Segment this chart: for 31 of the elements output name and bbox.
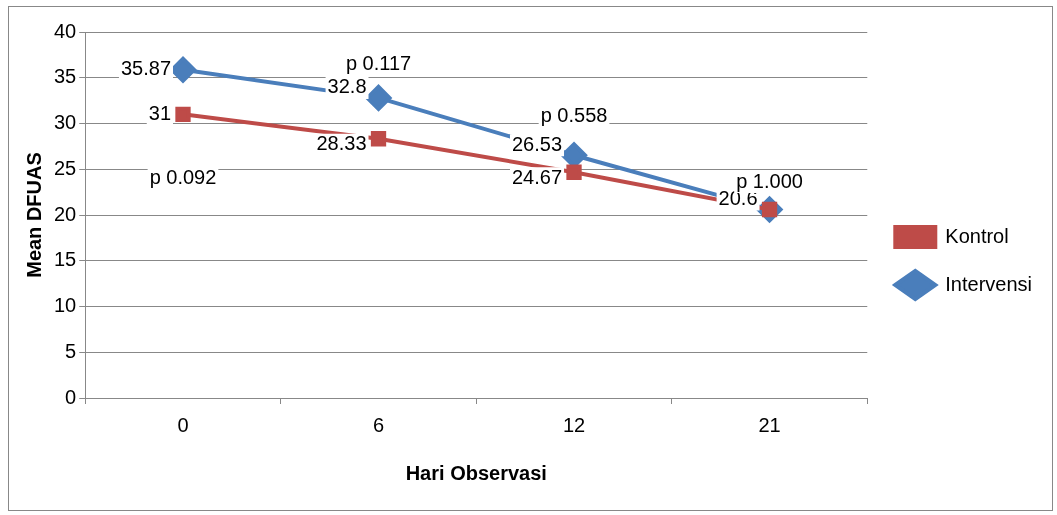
point: [566, 164, 582, 180]
point: [370, 131, 387, 147]
y-tick-label: 15: [54, 248, 77, 271]
data-label: 31: [148, 101, 172, 124]
y-tick-label: 30: [54, 111, 77, 134]
x-tick-label: 6: [372, 413, 385, 436]
data-label: 35.87: [120, 57, 172, 80]
data-label: 26.53: [511, 132, 563, 155]
legend-label: Kontrol: [945, 224, 1009, 247]
y-tick-label: 10: [54, 294, 77, 317]
y-tick-label: 35: [54, 65, 77, 88]
data-label: 28.33: [316, 132, 367, 155]
annotation: p 0.117: [345, 52, 412, 75]
x-tick-label: 12: [562, 413, 586, 436]
data-label: 32.8: [327, 75, 367, 98]
y-tick-label: 40: [54, 19, 77, 42]
y-axis-title: Mean DFUAS: [22, 152, 45, 278]
y-tick-label: 5: [65, 339, 77, 362]
x-tick-label: 21: [758, 413, 781, 436]
x-tick-label: 0: [177, 413, 189, 436]
y-tick-label: 0: [65, 385, 77, 408]
legend-label: Intervensi: [945, 272, 1033, 295]
y-tick-label: 25: [54, 156, 77, 179]
annotation: p 0.558: [540, 103, 608, 126]
x-axis-title: Hari Observasi: [405, 461, 547, 484]
y-tick-label: 20: [54, 202, 77, 225]
point: [175, 106, 191, 123]
point: [170, 56, 196, 83]
data-label: 24.67: [511, 165, 563, 188]
annotation: p 0.092: [149, 165, 217, 188]
point: [365, 84, 392, 111]
